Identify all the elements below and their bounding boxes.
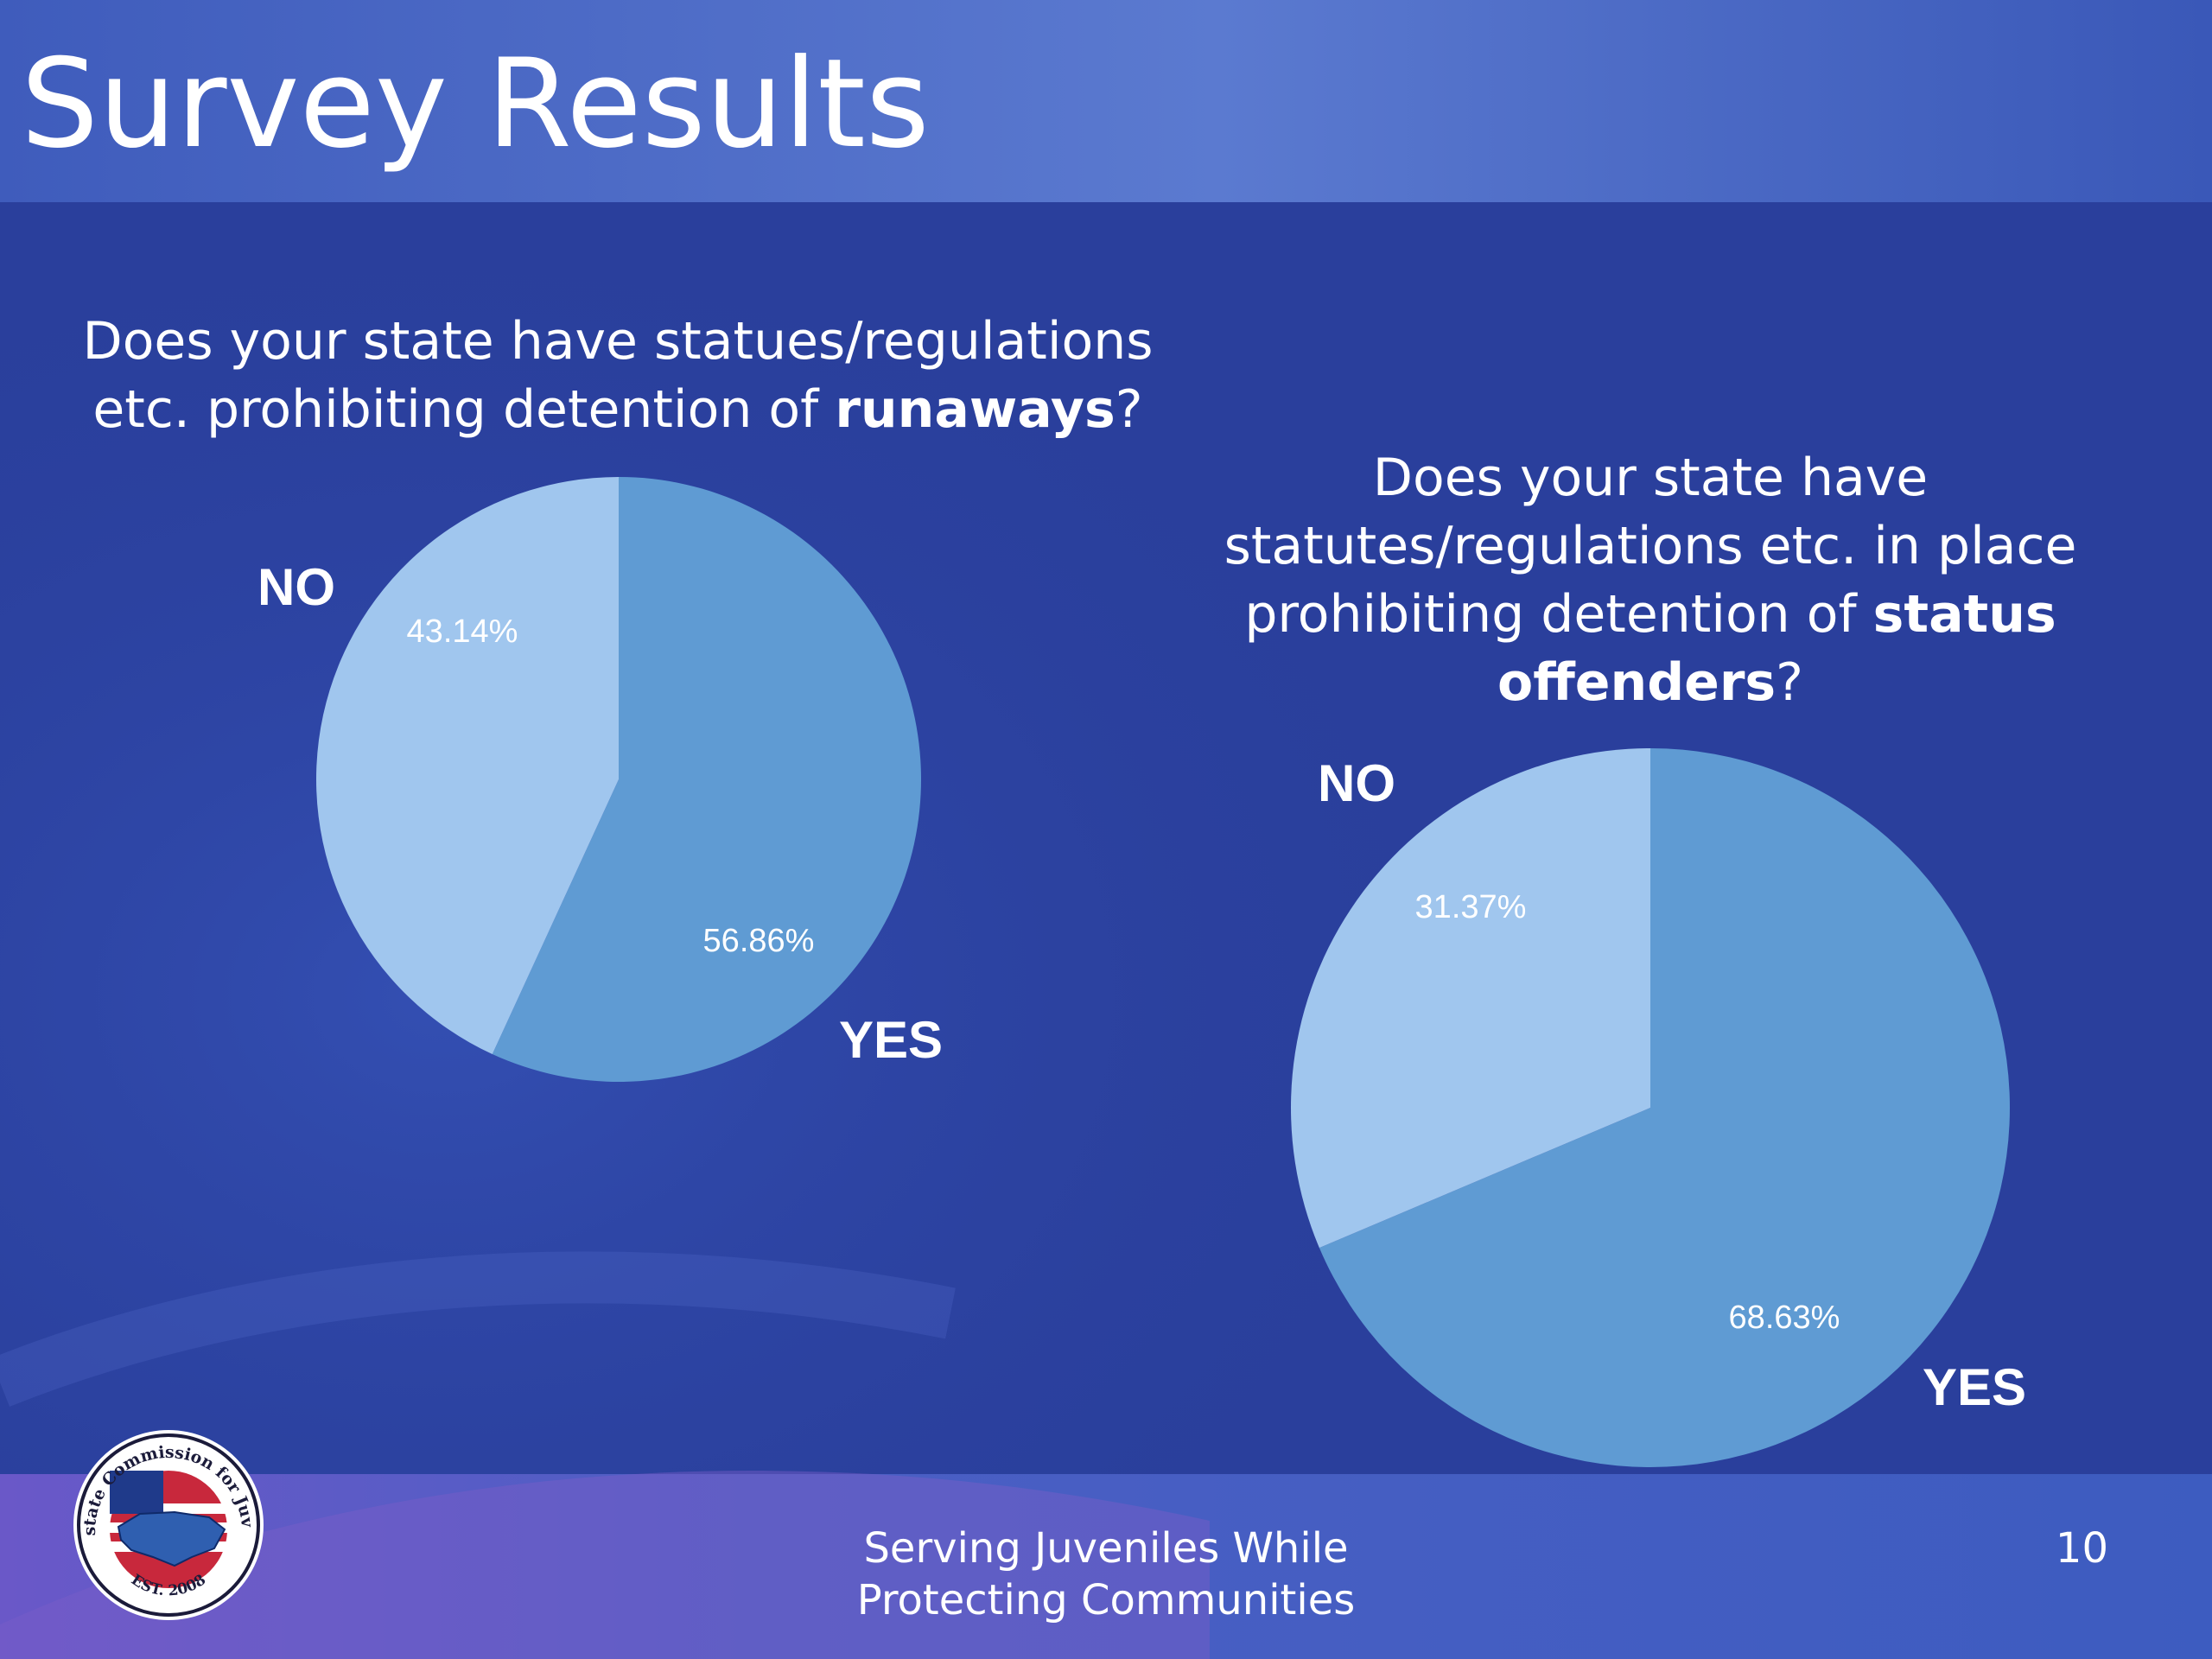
category-label-yes: YES xyxy=(839,1011,943,1069)
slide-title: Survey Results xyxy=(21,33,930,175)
data-label-yes: 68.63% xyxy=(1729,1300,1840,1336)
category-label-no: NO xyxy=(257,558,335,616)
question-emphasis: status offenders xyxy=(1497,584,2056,713)
footer-line-1: Serving Juveniles While xyxy=(863,1524,1349,1573)
category-label-yes: YES xyxy=(1923,1358,2026,1416)
data-label-yes: 56.86% xyxy=(703,923,815,959)
pie-slice-yes xyxy=(1319,748,2011,1467)
commission-logo: Interstate Commission for Juveniles EST.… xyxy=(71,1427,264,1620)
pie-slice-no xyxy=(1291,748,1650,1249)
question-text: Does your state have statutes/regulation… xyxy=(1224,448,2077,645)
page-number: 10 xyxy=(2055,1524,2108,1573)
data-label-no: 43.14% xyxy=(407,613,518,650)
pie-slice-no xyxy=(315,477,619,1054)
pie-chart-1: YES NO 56.86% 43.14% xyxy=(257,477,943,1082)
category-label-no: NO xyxy=(1318,754,1395,812)
pie-chart-2: YES NO 68.63% 31.37% xyxy=(1291,748,2026,1467)
question-runaways: Does your state have statues/regulations… xyxy=(52,308,1184,444)
question-emphasis: runaways xyxy=(835,379,1116,440)
question-text: Does your state have statues/regulations… xyxy=(82,311,1154,440)
footer-tagline: Serving Juveniles While Protecting Commu… xyxy=(812,1522,1400,1626)
footer-line-2: Protecting Communities xyxy=(856,1576,1356,1624)
question-mark: ? xyxy=(1776,652,1804,713)
question-mark: ? xyxy=(1115,379,1143,440)
pie-slice-yes xyxy=(492,477,921,1082)
question-status-offenders: Does your state have statutes/regulation… xyxy=(1175,444,2126,717)
data-label-no: 31.37% xyxy=(1415,889,1527,925)
